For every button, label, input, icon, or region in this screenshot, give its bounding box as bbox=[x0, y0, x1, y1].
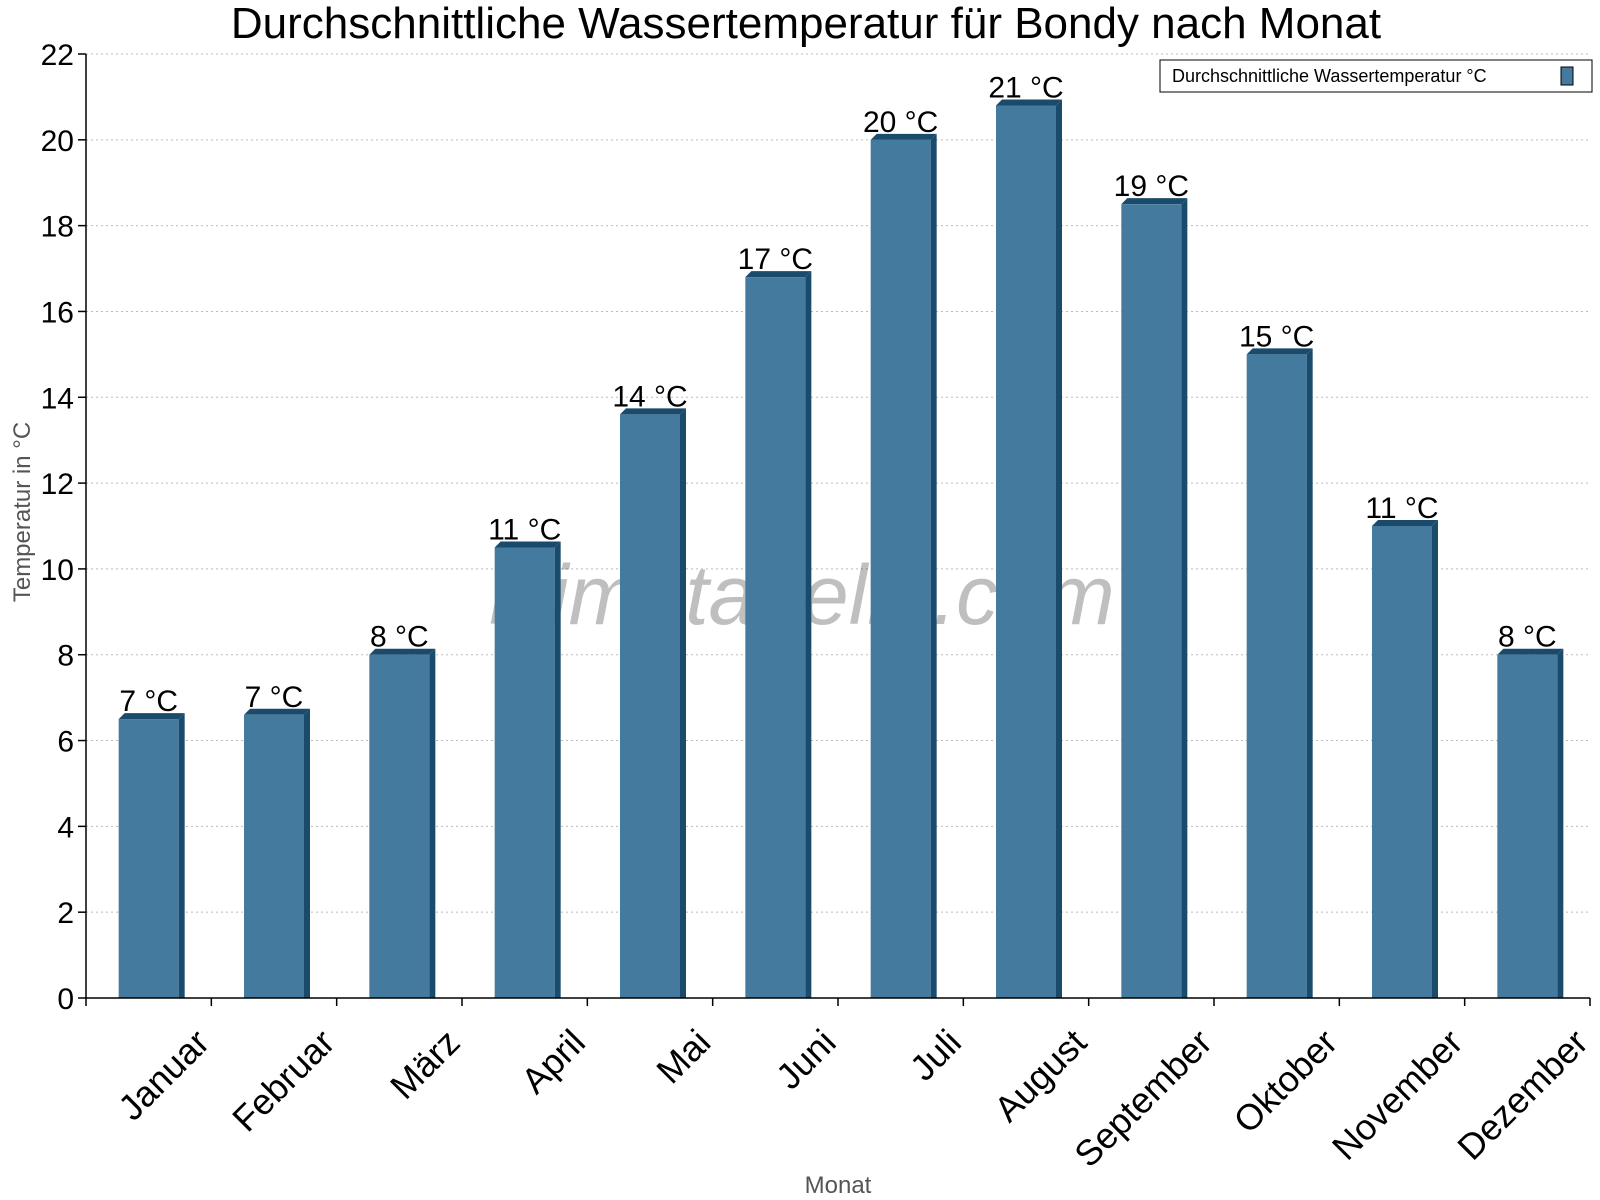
x-tick-label: März bbox=[382, 1021, 468, 1107]
bar bbox=[870, 133, 937, 998]
data-label: 8 °C bbox=[370, 621, 429, 654]
data-label: 19 °C bbox=[1114, 170, 1189, 203]
data-label: 21 °C bbox=[988, 71, 1063, 104]
bar-side bbox=[554, 541, 561, 998]
bar-top bbox=[996, 99, 1062, 106]
bar-front bbox=[244, 714, 304, 998]
x-tick-label: November bbox=[1324, 1021, 1470, 1167]
bar-front bbox=[996, 105, 1056, 998]
bar-top bbox=[1246, 348, 1313, 355]
bar-side bbox=[930, 133, 937, 998]
bar bbox=[1121, 198, 1188, 998]
bar-front bbox=[745, 277, 806, 998]
bar-side bbox=[1056, 99, 1062, 998]
y-tick-label: 8 bbox=[57, 640, 74, 673]
y-tick-label: 18 bbox=[41, 211, 74, 244]
bar-top bbox=[369, 648, 436, 655]
bar-top bbox=[494, 541, 561, 548]
y-tick-label: 14 bbox=[41, 382, 74, 415]
y-tick-label: 12 bbox=[41, 468, 74, 501]
bar-front bbox=[1497, 654, 1558, 998]
data-label: 14 °C bbox=[612, 380, 687, 413]
bar bbox=[1497, 648, 1564, 998]
legend-box bbox=[1159, 59, 1593, 93]
bar-front bbox=[1372, 526, 1432, 998]
y-tick-label: 16 bbox=[41, 296, 74, 329]
y-tick-label: 22 bbox=[41, 39, 74, 72]
data-label: 11 °C bbox=[488, 513, 561, 546]
data-label: 15 °C bbox=[1239, 320, 1314, 353]
bar-front bbox=[494, 547, 555, 998]
bar bbox=[996, 99, 1062, 998]
bar-side bbox=[1306, 348, 1313, 998]
data-label: 7 °C bbox=[119, 685, 178, 718]
y-tick-label: 20 bbox=[41, 125, 74, 158]
x-tick-label: Dezember bbox=[1449, 1021, 1595, 1167]
data-label: 7 °C bbox=[245, 681, 304, 714]
bar-top bbox=[1372, 520, 1438, 526]
gridlines bbox=[86, 53, 1590, 913]
bar-top bbox=[1121, 198, 1188, 205]
y-tick-labels: 0 2 4 6 8 10 12 14 16 18 20 22 bbox=[41, 39, 74, 1016]
legend: Durchschnittliche Wassertemperatur °C bbox=[1159, 59, 1593, 93]
bar bbox=[244, 708, 310, 998]
bar bbox=[1246, 348, 1313, 998]
bar bbox=[745, 271, 812, 998]
x-tick-label: Oktober bbox=[1225, 1021, 1345, 1141]
data-label: 11 °C bbox=[1365, 492, 1438, 525]
data-label: 8 °C bbox=[1498, 621, 1557, 654]
legend-swatch bbox=[1560, 66, 1574, 86]
bar bbox=[494, 541, 561, 998]
bars bbox=[118, 99, 1564, 998]
bar-top bbox=[870, 133, 937, 140]
bar-top bbox=[118, 713, 185, 720]
bar-side bbox=[1557, 648, 1564, 998]
x-tick-label: April bbox=[513, 1021, 593, 1101]
bar bbox=[620, 408, 686, 998]
x-tick-label: Mai bbox=[648, 1021, 718, 1091]
bar-side bbox=[304, 708, 310, 998]
bar-side bbox=[429, 648, 436, 998]
x-tick-labels: Januar Februar März April Mai Juni Juli AugustS… bbox=[110, 1021, 1596, 1175]
x-tick-label: September bbox=[1066, 1021, 1220, 1175]
y-tick-label: 2 bbox=[57, 897, 74, 930]
bar bbox=[369, 648, 436, 998]
x-axis-title: Monat bbox=[805, 1172, 872, 1199]
data-labels: 7 °C 7 °C 8 °C 11 °C 14 °C 17 °C 20 °C 21 °C 19 … bbox=[119, 71, 1556, 718]
y-axis-title: Temperatur in °C bbox=[9, 422, 36, 602]
bar-top bbox=[1497, 648, 1564, 655]
bar-front bbox=[369, 654, 430, 998]
bar-top bbox=[745, 271, 812, 278]
bar-side bbox=[1432, 520, 1438, 998]
x-tick-label: Januar bbox=[110, 1021, 217, 1128]
data-label: 20 °C bbox=[863, 106, 938, 139]
data-label: 17 °C bbox=[738, 243, 813, 276]
x-tick-label: Juli bbox=[902, 1021, 969, 1088]
x-tick-label: Februar bbox=[224, 1021, 342, 1139]
bar-side bbox=[680, 408, 686, 998]
x-tick-label: Juni bbox=[768, 1021, 844, 1097]
bar-side bbox=[1181, 198, 1188, 998]
chart-title: Durchschnittliche Wassertemperatur für B… bbox=[231, 0, 1381, 48]
bar-front bbox=[118, 719, 179, 998]
bar bbox=[1372, 520, 1438, 998]
bar-front bbox=[870, 139, 931, 998]
legend-label: Durchschnittliche Wassertemperatur °C bbox=[1172, 66, 1487, 86]
bar-top bbox=[620, 408, 686, 415]
bar-side bbox=[805, 271, 812, 998]
y-tick-label: 10 bbox=[41, 554, 74, 587]
y-tick-label: 4 bbox=[57, 811, 74, 844]
bar bbox=[118, 713, 185, 998]
bar-front bbox=[1121, 204, 1182, 998]
bar-front bbox=[620, 414, 680, 998]
bar-top bbox=[244, 708, 310, 715]
y-tick-label: 0 bbox=[57, 983, 74, 1016]
bar-front bbox=[1246, 354, 1307, 998]
bar-side bbox=[178, 713, 185, 998]
axes bbox=[78, 53, 1591, 1006]
x-tick-label: August bbox=[986, 1021, 1094, 1129]
y-tick-label: 6 bbox=[57, 726, 74, 759]
